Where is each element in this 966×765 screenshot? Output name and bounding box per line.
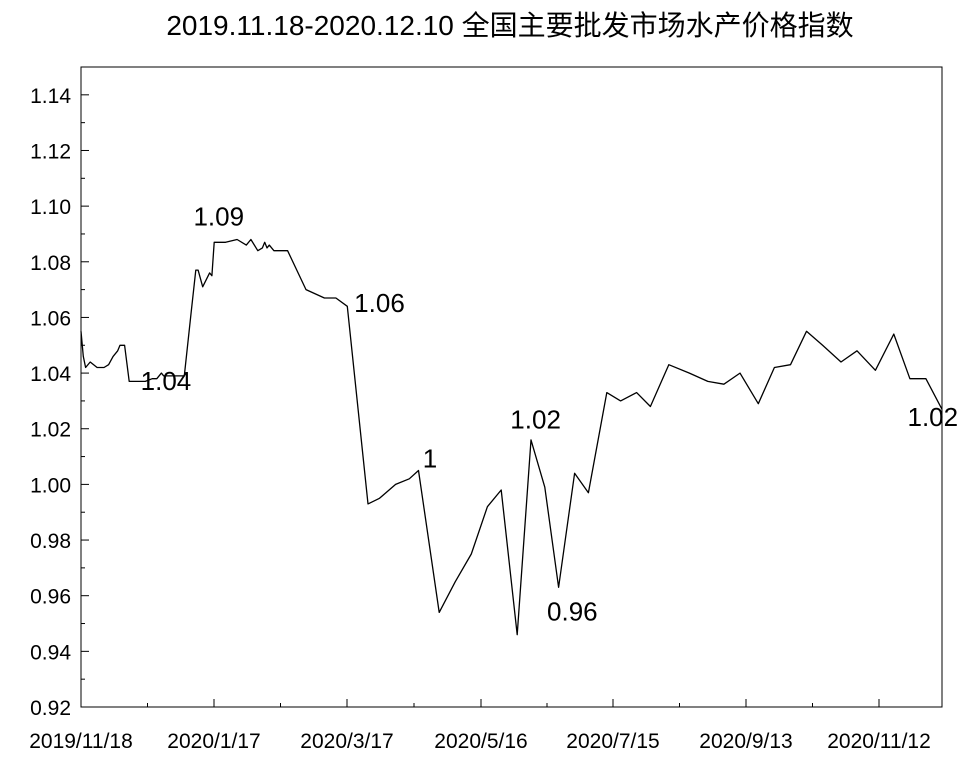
series-line-0: [80, 238, 943, 636]
y-tick-label: 1.14: [30, 85, 71, 108]
x-tick-label: 2019/11/18: [29, 730, 133, 753]
y-tick-label: 1.10: [30, 196, 71, 219]
chart-title: 2019.11.18-2020.12.10 全国主要批发市场水产价格指数: [166, 10, 853, 41]
data-annotation: 0.96: [547, 597, 598, 627]
x-tick-label: 2020/3/17: [300, 730, 393, 753]
plot-frame: [80, 66, 943, 708]
series-layer: [80, 238, 943, 636]
y-tick-label: 1.04: [30, 363, 71, 386]
data-annotation: 1.04: [141, 366, 192, 396]
x-tick-label: 2020/9/13: [699, 730, 792, 753]
data-annotation: 1.02: [908, 402, 959, 432]
y-tick-label: 0.94: [30, 641, 71, 664]
y-tick-label: 1.08: [30, 252, 71, 275]
y-tick-label: 1.12: [30, 140, 71, 163]
x-tick-label: 2020/1/17: [167, 730, 260, 753]
y-tick-label: 0.96: [30, 586, 71, 609]
data-annotation: 1.09: [193, 202, 244, 232]
y-axis: 0.92 0.94 0.96 0.98 1.00 1.02 1.04 1.06 1.08 1.10…: [30, 66, 89, 720]
x-tick-label: 2020/7/15: [566, 730, 659, 753]
data-annotation: 1.06: [354, 288, 405, 318]
data-annotation: 1: [423, 444, 437, 474]
y-tick-label: 0.98: [30, 530, 71, 553]
x-tick-label: 2020/11/12: [827, 730, 931, 753]
y-tick-label: 1.06: [30, 307, 71, 330]
y-tick-label: 1.02: [30, 419, 71, 442]
y-tick-label: 1.00: [30, 474, 71, 497]
y-tick-label: 0.92: [30, 697, 71, 720]
x-axis: 2019/11/18 2020/1/17 2020/3/17 2020/5/16 202…: [29, 699, 931, 753]
annotation-layer: 1.04 1.09 1.06 1 1.02 0.96 1.02: [141, 202, 958, 627]
x-tick-label: 2020/5/16: [434, 730, 527, 753]
data-annotation: 1.02: [510, 405, 561, 435]
